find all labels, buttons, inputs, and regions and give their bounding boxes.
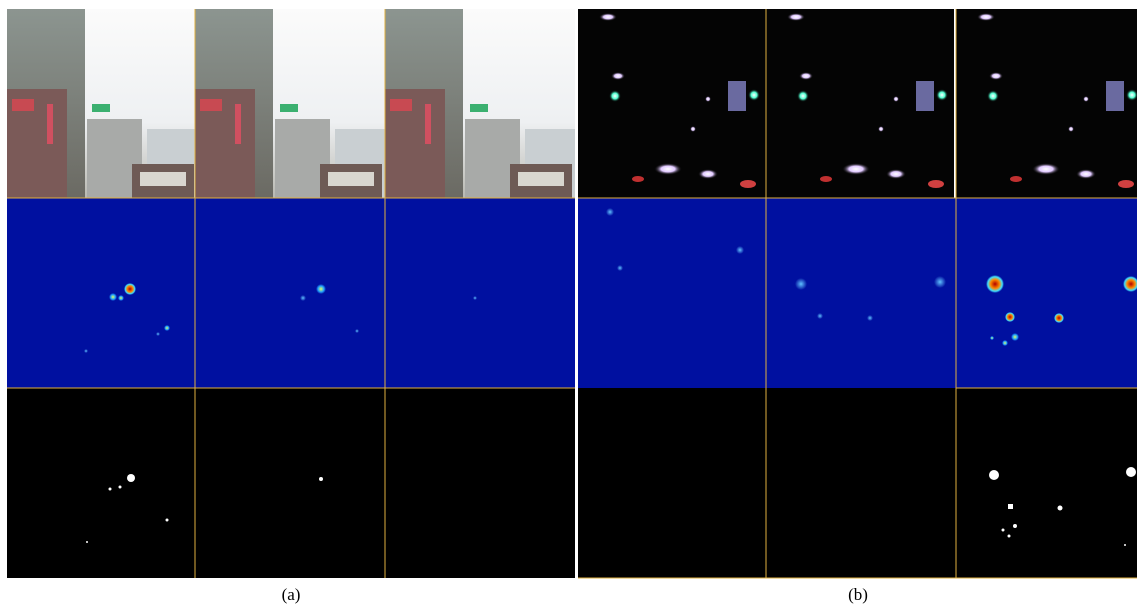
panel-b: (b) xyxy=(578,9,1137,604)
figure: (a) (b) xyxy=(0,0,1137,615)
panel-label: (b) xyxy=(848,585,868,604)
panel-label: (a) xyxy=(282,585,301,604)
panel-a: (a) xyxy=(7,9,575,604)
